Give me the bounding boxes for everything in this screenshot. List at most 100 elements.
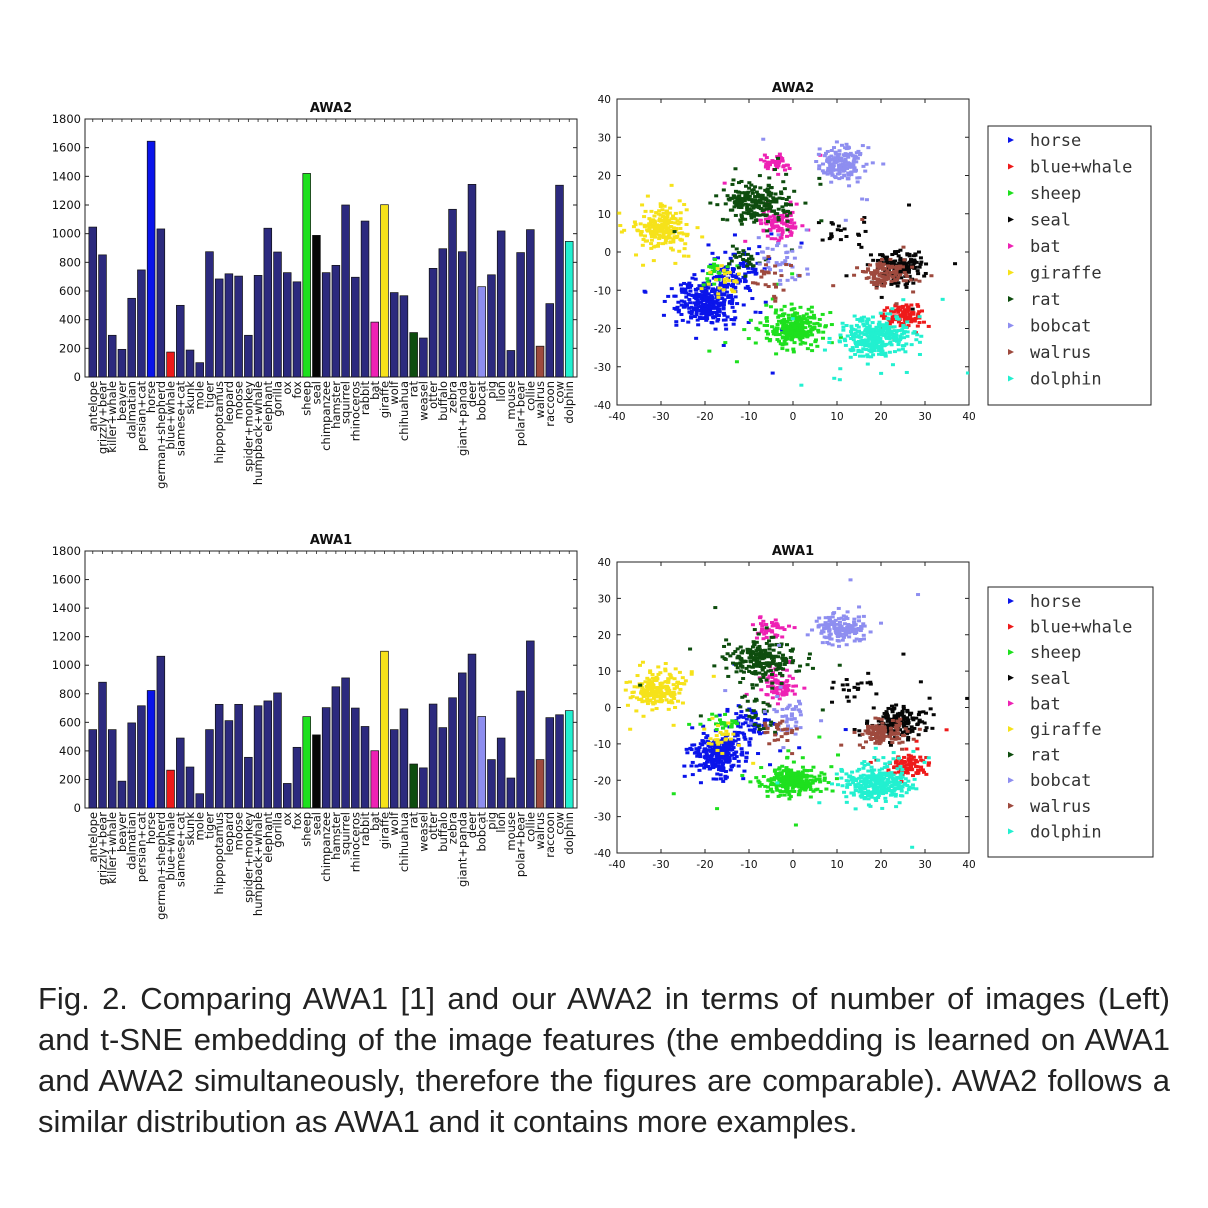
point [692,273,697,277]
point [894,302,899,306]
point [671,693,676,697]
x-tick-label: wolf [387,380,401,405]
point [856,785,861,789]
point [788,221,793,225]
point [672,230,677,234]
point [768,669,773,673]
point [740,750,745,754]
point [725,709,730,713]
point [640,203,645,207]
point [759,630,764,634]
point [651,702,656,706]
point [776,156,781,160]
point [878,340,883,344]
point [736,266,741,270]
bar-rat [409,332,418,378]
point [789,218,794,222]
point [662,299,667,303]
series-rat [672,156,842,278]
point [786,790,791,794]
point [710,321,715,325]
point [763,718,768,722]
point [866,355,871,359]
point [665,221,670,225]
point [760,213,765,217]
point [635,674,640,678]
point [813,340,818,344]
point [880,328,885,332]
point [841,169,846,173]
point [698,722,703,726]
point [757,198,762,202]
point [766,718,771,722]
point [652,214,657,218]
point [869,346,874,350]
point [748,289,753,293]
point [631,225,636,229]
point [773,264,778,268]
point [774,643,779,647]
point [766,669,771,673]
point [742,694,747,698]
point [710,753,715,757]
point [894,317,899,321]
point [905,769,910,773]
point [768,763,773,767]
point [786,705,791,709]
point [871,353,876,357]
point [770,681,775,685]
point [643,680,648,684]
point [919,260,924,264]
x-tick-label: bat [368,812,382,831]
x-tick-label: grizzly+bear [96,381,110,454]
point [903,269,908,273]
point [785,689,790,693]
point [864,162,869,166]
x-tick-label: seal [309,812,323,835]
point [648,219,653,223]
point [774,723,779,727]
point [901,326,906,330]
point [764,636,769,640]
point [863,782,868,786]
point [704,312,709,316]
point [754,199,759,203]
point [712,664,717,668]
point [841,688,846,692]
point [829,232,834,236]
point [688,315,693,319]
point [896,275,901,279]
point [878,253,883,257]
point [684,208,689,212]
point [767,160,772,164]
point [676,310,681,314]
point [861,766,866,770]
point [785,768,790,772]
y-tick-label: 1000 [52,658,81,672]
point [722,313,727,317]
point [703,285,708,289]
point [738,657,743,661]
point [648,698,653,702]
point [753,714,758,718]
point [911,312,916,316]
x-tick-label: squirrel [339,381,353,424]
x-tick-label: polar+bear [514,812,528,877]
x-tick-label: siamese+cat [173,381,187,457]
point [915,269,920,273]
point [649,681,654,685]
point [918,755,923,759]
point [778,666,783,670]
point [628,727,633,731]
point [740,252,745,256]
point [917,718,922,722]
point [741,303,746,307]
point [787,334,792,338]
point [659,226,664,230]
point [697,746,702,750]
point [763,712,768,716]
point [766,655,771,659]
point [940,297,945,301]
point [751,200,756,204]
point [900,775,905,779]
